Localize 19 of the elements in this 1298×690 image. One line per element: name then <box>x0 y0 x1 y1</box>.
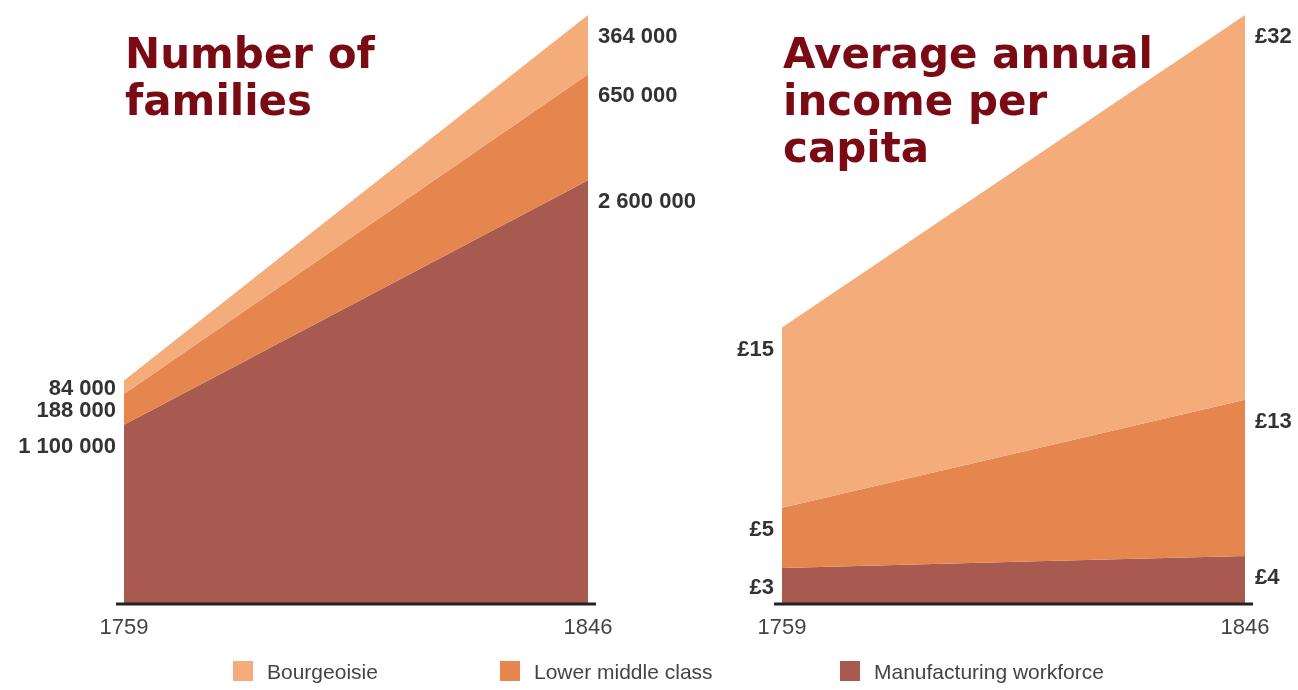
data-label: £13 <box>1255 407 1292 433</box>
x-tick-label: 1759 <box>757 614 807 639</box>
x-tick-label: 1759 <box>99 614 149 639</box>
data-label: 650 000 <box>598 82 678 108</box>
data-label: 1 100 000 <box>18 432 116 458</box>
data-label: £15 <box>737 335 774 361</box>
legend-label: Manufacturing workforce <box>874 660 1104 683</box>
text: Average annual income per capita <box>783 29 1153 172</box>
data-label: 2 600 000 <box>598 188 696 214</box>
data-label: 364 000 <box>598 23 678 48</box>
legend-label: Lower middle class <box>534 660 713 683</box>
legend-label: Bourgeoisie <box>267 660 378 683</box>
text: Number of families <box>125 29 376 125</box>
x-tick-label: 1846 <box>563 614 613 639</box>
x-tick-label: 1846 <box>1220 614 1270 639</box>
data-label: £4 <box>1255 563 1281 589</box>
data-label: £5 <box>749 515 774 541</box>
data-label: £3 <box>749 573 774 599</box>
data-label: £32 <box>1255 23 1292 48</box>
